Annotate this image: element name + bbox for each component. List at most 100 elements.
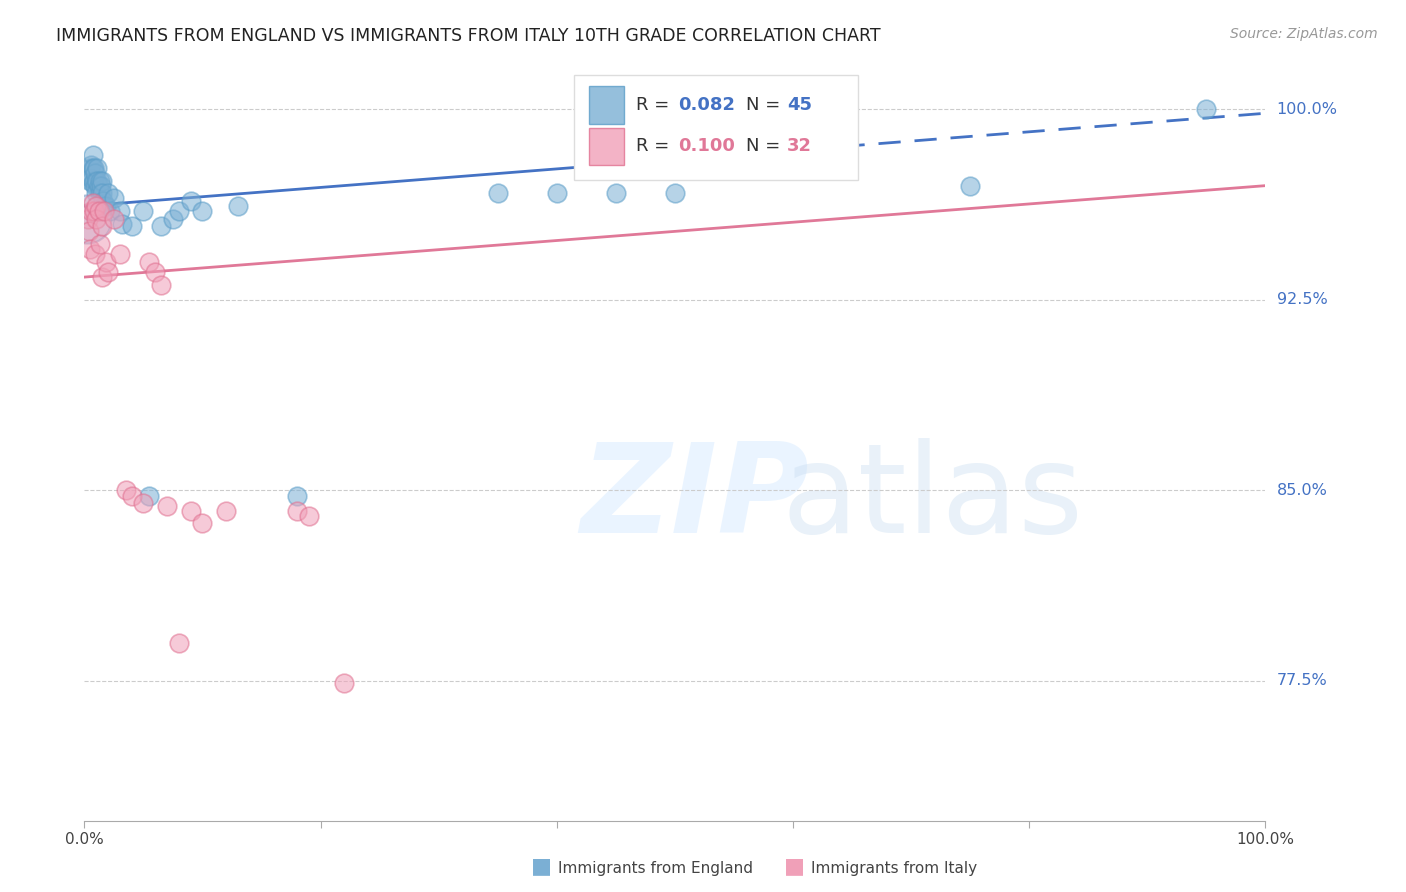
Text: Immigrants from Italy: Immigrants from Italy bbox=[811, 861, 977, 876]
Text: 77.5%: 77.5% bbox=[1277, 673, 1327, 689]
Point bbox=[121, 489, 143, 503]
Point bbox=[132, 204, 155, 219]
Text: 32: 32 bbox=[787, 137, 813, 155]
Point bbox=[79, 173, 101, 187]
Point bbox=[84, 173, 107, 187]
Point bbox=[79, 242, 101, 256]
Point bbox=[84, 166, 107, 180]
Point bbox=[486, 186, 509, 201]
Point bbox=[89, 237, 111, 252]
Text: ■: ■ bbox=[531, 856, 551, 876]
Point bbox=[84, 178, 107, 193]
Point bbox=[84, 247, 107, 261]
Text: 0.082: 0.082 bbox=[679, 96, 735, 114]
Point bbox=[605, 186, 627, 201]
Point bbox=[94, 199, 117, 213]
Point bbox=[84, 211, 107, 226]
Text: Immigrants from England: Immigrants from England bbox=[558, 861, 754, 876]
Point bbox=[91, 194, 114, 208]
Point bbox=[93, 204, 115, 219]
Text: 100.0%: 100.0% bbox=[1277, 102, 1337, 117]
Text: IMMIGRANTS FROM ENGLAND VS IMMIGRANTS FROM ITALY 10TH GRADE CORRELATION CHART: IMMIGRANTS FROM ENGLAND VS IMMIGRANTS FR… bbox=[56, 27, 882, 45]
FancyBboxPatch shape bbox=[575, 75, 858, 180]
Point bbox=[226, 199, 249, 213]
Text: 45: 45 bbox=[787, 96, 813, 114]
Point bbox=[89, 186, 111, 201]
Point bbox=[167, 636, 190, 650]
Point bbox=[664, 186, 686, 201]
Text: R =: R = bbox=[636, 137, 675, 155]
Point bbox=[298, 508, 321, 523]
Point bbox=[162, 211, 184, 226]
Point bbox=[103, 191, 125, 205]
Point bbox=[80, 171, 103, 186]
Point bbox=[82, 176, 104, 190]
Point bbox=[285, 504, 308, 518]
Point bbox=[80, 204, 103, 219]
Point bbox=[83, 173, 105, 187]
Text: N =: N = bbox=[745, 96, 786, 114]
Point bbox=[103, 211, 125, 226]
Text: 0.100: 0.100 bbox=[679, 137, 735, 155]
Point bbox=[86, 173, 108, 187]
FancyBboxPatch shape bbox=[589, 87, 624, 124]
Point bbox=[89, 173, 111, 187]
Point bbox=[76, 211, 98, 226]
Point bbox=[80, 158, 103, 172]
FancyBboxPatch shape bbox=[589, 128, 624, 165]
Point bbox=[79, 161, 101, 175]
Text: atlas: atlas bbox=[782, 438, 1083, 559]
Point bbox=[90, 178, 112, 193]
Point bbox=[180, 194, 202, 208]
Point bbox=[108, 204, 131, 219]
Point bbox=[333, 676, 356, 690]
Point bbox=[84, 199, 107, 213]
Point bbox=[91, 219, 114, 234]
Point bbox=[121, 219, 143, 234]
Text: ZIP: ZIP bbox=[581, 438, 808, 559]
Point bbox=[150, 277, 173, 292]
Point bbox=[959, 178, 981, 193]
Point bbox=[93, 199, 115, 213]
Point bbox=[215, 504, 238, 518]
Point bbox=[97, 265, 120, 279]
Point bbox=[180, 504, 202, 518]
Point bbox=[86, 161, 108, 175]
Point bbox=[91, 270, 114, 285]
Point bbox=[285, 489, 308, 503]
Point bbox=[132, 496, 155, 510]
Point bbox=[108, 247, 131, 261]
Point bbox=[138, 255, 160, 269]
Point bbox=[77, 211, 100, 226]
Point bbox=[1195, 103, 1218, 117]
Text: N =: N = bbox=[745, 137, 786, 155]
Point bbox=[82, 161, 104, 175]
Point bbox=[87, 204, 110, 219]
Point bbox=[98, 204, 121, 219]
Text: 92.5%: 92.5% bbox=[1277, 293, 1327, 308]
Point bbox=[143, 265, 166, 279]
Point bbox=[191, 204, 214, 219]
Text: Source: ZipAtlas.com: Source: ZipAtlas.com bbox=[1230, 27, 1378, 41]
Point bbox=[82, 196, 104, 211]
Point bbox=[114, 483, 136, 498]
Text: 85.0%: 85.0% bbox=[1277, 483, 1327, 498]
Text: R =: R = bbox=[636, 96, 675, 114]
Point bbox=[191, 516, 214, 531]
Point bbox=[156, 499, 179, 513]
Point bbox=[91, 186, 114, 201]
Point bbox=[91, 173, 114, 187]
Point bbox=[87, 178, 110, 193]
Point bbox=[167, 204, 190, 219]
Point bbox=[83, 204, 105, 219]
Point bbox=[84, 186, 107, 201]
Text: ■: ■ bbox=[785, 856, 804, 876]
Point bbox=[150, 219, 173, 234]
Point bbox=[94, 255, 117, 269]
Point bbox=[111, 217, 134, 231]
Point bbox=[546, 186, 568, 201]
Point bbox=[83, 161, 105, 175]
Point bbox=[138, 489, 160, 503]
Point bbox=[77, 224, 100, 238]
Point bbox=[82, 148, 104, 162]
